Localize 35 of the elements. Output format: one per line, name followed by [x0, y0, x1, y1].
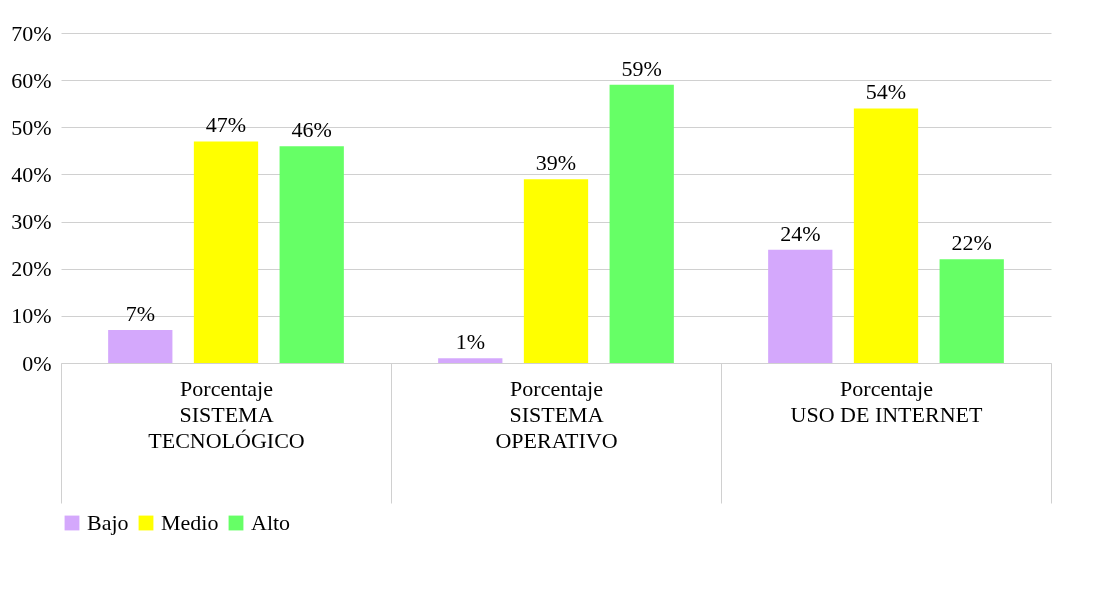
x-tick-label: USO DE INTERNET	[790, 401, 983, 427]
data-label: 59%	[621, 55, 662, 81]
legend-label: Medio	[161, 510, 219, 535]
bar	[438, 358, 503, 363]
data-label: 46%	[291, 117, 332, 143]
legend-label: Alto	[251, 510, 291, 535]
y-tick-label: 70%	[11, 20, 52, 46]
legend-label: Bajo	[87, 510, 129, 535]
data-label: 7%	[125, 301, 155, 326]
bar	[193, 141, 259, 363]
y-tick-label: 0%	[22, 350, 52, 376]
data-label: 54%	[865, 79, 907, 105]
data-label: 22%	[951, 230, 992, 256]
y-tick-label: 50%	[11, 114, 52, 140]
bar	[108, 330, 173, 363]
x-tick-label: SISTEMA TECNOLÓGICO	[148, 401, 305, 453]
data-label: 39%	[535, 150, 577, 176]
y-tick-label: 30%	[11, 209, 52, 235]
bar	[279, 146, 344, 363]
data-label: 1%	[455, 329, 485, 355]
bar	[853, 108, 919, 363]
y-tick-label: 60%	[11, 67, 52, 93]
data-label: 47%	[205, 112, 247, 138]
text: Porcentaje	[510, 375, 603, 401]
bar	[609, 84, 674, 363]
text: Porcentaje	[180, 375, 273, 401]
text: Porcentaje	[840, 375, 933, 401]
data-label: 24%	[780, 220, 821, 246]
x-tick-label: SISTEMA OPERATIVO	[495, 401, 618, 453]
bar	[939, 259, 1004, 363]
y-tick-label: 10%	[11, 303, 52, 329]
y-tick-label: 40%	[11, 161, 52, 187]
bar	[768, 249, 833, 363]
y-tick-label: 20%	[11, 256, 52, 282]
bar	[523, 179, 589, 363]
